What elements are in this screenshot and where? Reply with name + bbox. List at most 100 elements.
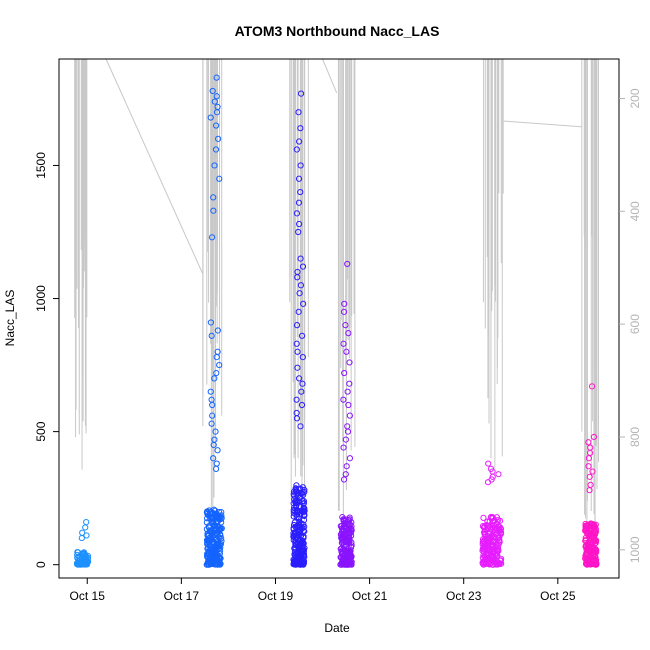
data-point	[481, 524, 488, 531]
data-point	[216, 361, 223, 369]
data-point	[587, 481, 594, 488]
data-point	[218, 519, 225, 526]
data-point	[587, 561, 594, 568]
y-tick-label: 0	[34, 561, 48, 568]
y2-tick-label: 1000	[628, 536, 642, 563]
data-point	[297, 188, 304, 196]
data-point	[213, 465, 220, 472]
data-point	[590, 433, 597, 441]
y-tick-label: 500	[34, 421, 48, 441]
data-point	[295, 199, 303, 206]
data-point	[204, 532, 211, 539]
data-point	[493, 520, 500, 527]
data-point	[297, 282, 305, 289]
data-point	[585, 521, 592, 529]
data-point	[348, 560, 355, 567]
data-point	[341, 551, 348, 558]
data-point	[294, 364, 301, 371]
data-point	[295, 175, 303, 182]
data-point	[213, 122, 220, 129]
data-point	[497, 560, 504, 568]
data-point	[490, 537, 497, 545]
data-point	[210, 207, 217, 214]
overlay-connector	[105, 58, 203, 274]
data-point	[76, 553, 83, 560]
data-point	[348, 539, 355, 546]
data-point	[497, 557, 504, 564]
data-point	[480, 543, 487, 550]
data-point	[586, 473, 593, 480]
data-point	[211, 162, 218, 169]
data-point	[213, 109, 221, 116]
data-point	[486, 524, 494, 531]
data-point	[589, 468, 596, 475]
data-point	[340, 340, 347, 347]
data-point	[209, 412, 216, 419]
data-point	[590, 532, 598, 540]
y-axis: 0 500 1000 1500	[34, 152, 59, 568]
data-point	[299, 353, 306, 361]
x-tick-label: Oct 17	[164, 589, 200, 603]
x-tick-label: Oct 23	[446, 589, 482, 603]
data-point	[291, 531, 298, 538]
data-point	[208, 531, 215, 538]
data-point	[298, 521, 305, 528]
data-point	[209, 553, 216, 561]
data-point	[212, 507, 219, 514]
data-point	[494, 547, 501, 554]
data-point	[213, 526, 220, 533]
data-point	[212, 146, 220, 153]
data-point	[293, 322, 301, 329]
data-point	[591, 560, 598, 568]
data-point	[483, 554, 490, 562]
data-point	[301, 511, 308, 518]
data-point	[79, 550, 86, 557]
data-point	[345, 330, 352, 337]
overlay-connector	[322, 58, 338, 94]
data-point	[346, 553, 353, 560]
data-point	[340, 444, 347, 451]
data-point	[348, 519, 355, 526]
data-point	[213, 369, 220, 377]
data-point	[585, 463, 592, 470]
data-point	[345, 526, 352, 533]
data-point	[342, 436, 349, 443]
data-point	[291, 492, 298, 499]
data-point	[296, 138, 303, 145]
data-point	[588, 552, 595, 559]
data-point	[293, 340, 300, 347]
data-point	[495, 471, 502, 478]
data-point	[340, 517, 347, 524]
data-point	[294, 274, 301, 281]
data-point	[297, 559, 305, 566]
data-point	[295, 375, 303, 382]
data-point	[299, 484, 306, 491]
data-point	[479, 547, 486, 554]
data-point	[300, 498, 308, 505]
data-point	[215, 512, 222, 519]
data-point	[208, 511, 215, 518]
y2-tick-label: 200	[628, 88, 642, 108]
data-point	[299, 263, 307, 270]
data-point	[339, 528, 346, 536]
data-point	[341, 561, 348, 568]
data-point	[82, 560, 90, 567]
data-point	[208, 332, 215, 339]
data-point	[300, 499, 307, 507]
data-point	[83, 532, 90, 539]
data-point	[292, 538, 299, 545]
data-point	[83, 519, 90, 526]
data-point	[293, 415, 301, 422]
data-point	[217, 544, 224, 551]
data-point	[346, 455, 354, 462]
x-axis-label: Date	[324, 621, 350, 635]
data-point	[347, 543, 355, 550]
chart-title: ATOM3 Northbound Nacc_LAS	[235, 23, 440, 39]
data-point	[344, 528, 352, 535]
data-point	[290, 488, 298, 495]
y-tick-label: 1500	[34, 152, 48, 179]
data-point	[484, 479, 492, 486]
data-point	[344, 388, 351, 395]
data-point	[82, 524, 89, 531]
data-point	[213, 353, 220, 361]
